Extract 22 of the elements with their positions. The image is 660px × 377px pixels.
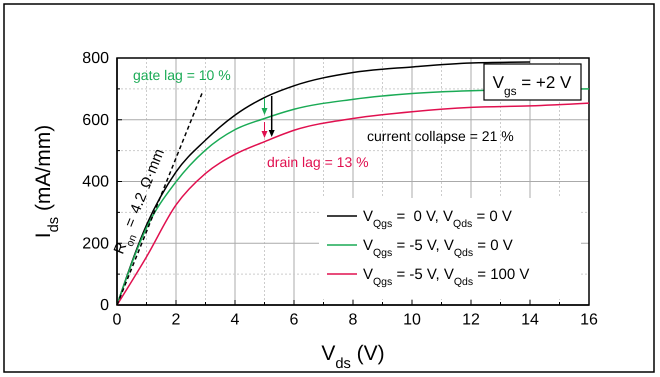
- annotation: current collapse = 21 %: [367, 128, 514, 144]
- x-tick-label: 14: [521, 311, 539, 328]
- x-tick-label: 12: [462, 311, 480, 328]
- annotation: drain lag = 13 %: [267, 154, 369, 170]
- x-tick-label: 16: [580, 311, 598, 328]
- annotation: gate lag = 10 %: [133, 67, 231, 83]
- x-tick-label: 10: [403, 311, 421, 328]
- annotation: V$_{gs}$ = +2 V: [492, 73, 572, 98]
- legend-label: V$_{Qgs}$ = -5 V, V$_{Qds}$ = 100 V: [363, 266, 530, 288]
- legend-label: V$_{Qgs}$ = -5 V, V$_{Qds}$ = 0 V: [363, 237, 513, 259]
- x-tick-label: 0: [112, 311, 122, 328]
- x-tick-label: 4: [230, 311, 240, 328]
- x-tick-label: 6: [290, 311, 299, 328]
- legend-label: V$_{Qgs}$ = 0 V, V$_{Qds}$ = 0 V: [363, 208, 512, 230]
- x-tick-label: 8: [348, 311, 358, 328]
- y-tick-label: 200: [82, 235, 110, 252]
- x-tick-label: 2: [172, 311, 181, 328]
- y-tick-label: 800: [82, 50, 110, 68]
- y-tick-label: 400: [82, 174, 110, 191]
- x-axis-title: V$_{ds}$ (V): [321, 342, 385, 372]
- y-tick-label: 600: [82, 112, 110, 129]
- y-tick-label: 0: [100, 297, 110, 314]
